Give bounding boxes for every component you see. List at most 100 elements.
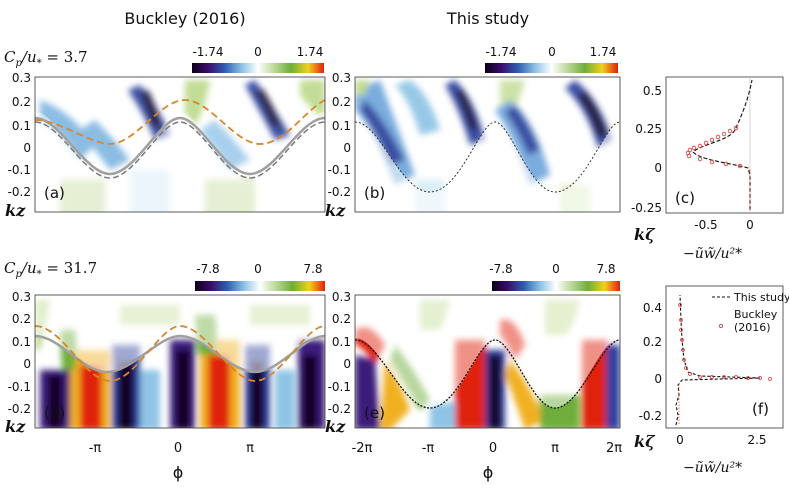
svg-text:-1.74: -1.74 <box>192 45 223 59</box>
svg-text:0: 0 <box>548 45 556 59</box>
svg-text:0: 0 <box>254 45 262 59</box>
panel-label-c: (c) <box>675 189 695 207</box>
svg-text:0: 0 <box>343 141 351 155</box>
y-label-b: kz <box>325 201 346 220</box>
svg-text:0: 0 <box>552 262 560 276</box>
profile-panel-c: (c) <box>665 76 784 214</box>
y-axis-d: 0.3 0.2 0.1 0 -0.1 -0.2 <box>8 290 31 416</box>
x-axis-f: 0 2.5 <box>676 433 766 447</box>
heatmap-panel-b <box>355 77 620 212</box>
colorbar-b: -1.74 0 1.74 <box>485 45 618 73</box>
svg-text:-1.74: -1.74 <box>485 45 516 59</box>
param-value-row1: 3.7 <box>64 48 88 66</box>
x-axis-c: -0.5 0 <box>694 218 754 232</box>
colorbar-d: -7.8 0 7.8 <box>195 262 325 291</box>
header-buckley: Buckley (2016) <box>124 9 245 28</box>
svg-text:0: 0 <box>654 161 662 175</box>
svg-text:0.5: 0.5 <box>643 84 662 98</box>
svg-text:0.3: 0.3 <box>12 71 31 85</box>
legend-buckley: Buckley <box>734 308 778 321</box>
svg-text:-7.8: -7.8 <box>196 262 219 276</box>
svg-text:0: 0 <box>343 357 351 371</box>
panel-label-a: (a) <box>44 184 65 202</box>
svg-text:0: 0 <box>174 441 182 456</box>
svg-text:π: π <box>551 441 559 456</box>
y-axis-a: 0.3 0.2 0.1 0 -0.1 -0.2 <box>8 71 31 199</box>
y-axis-e: 0.3 0.2 0.1 0 -0.1 -0.2 <box>328 290 351 416</box>
series-this-study-f <box>675 294 761 426</box>
svg-text:0.3: 0.3 <box>332 290 351 304</box>
series-this-study-c <box>692 79 753 210</box>
svg-text:-0.2: -0.2 <box>8 402 31 416</box>
legend-f: This study Buckley (2016) <box>712 291 789 334</box>
svg-text:-0.1: -0.1 <box>328 380 351 394</box>
x-label-f: −ũw̃/u²* <box>683 460 742 476</box>
svg-text:-2π: -2π <box>352 441 373 456</box>
heatmap-panel-d <box>35 295 325 428</box>
svg-text:7.8: 7.8 <box>303 262 322 276</box>
svg-text:-0.2: -0.2 <box>328 402 351 416</box>
svg-text:0.2: 0.2 <box>332 95 351 109</box>
y-label-e: kz <box>325 417 346 436</box>
svg-text:-π: -π <box>89 441 102 456</box>
svg-text:0: 0 <box>23 141 31 155</box>
svg-text:Cp/u* = 31.7: Cp/u* = 31.7 <box>4 259 97 280</box>
svg-text:-0.5: -0.5 <box>694 218 717 232</box>
svg-text:0.3: 0.3 <box>332 71 351 85</box>
panel-label-d: (d) <box>44 404 65 422</box>
legend-this-study: This study <box>733 291 789 304</box>
param-label-row1: Cp/u* = 3.7 <box>4 48 88 69</box>
svg-text:0: 0 <box>746 218 754 232</box>
y-axis-c: 0.5 0.25 0 -0.25 <box>631 84 662 215</box>
y-axis-b: 0.3 0.2 0.1 0 -0.1 -0.2 <box>328 71 351 199</box>
heatmap-panel-a <box>35 77 325 212</box>
svg-text:0: 0 <box>676 433 684 447</box>
svg-text:1.74: 1.74 <box>590 45 617 59</box>
y-label-a: kz <box>5 201 26 220</box>
svg-text:0.2: 0.2 <box>12 312 31 326</box>
legend-buckley-year: (2016) <box>734 321 771 334</box>
svg-text:-0.2: -0.2 <box>8 185 31 199</box>
svg-text:0.1: 0.1 <box>332 119 351 133</box>
svg-text:1.74: 1.74 <box>297 45 324 59</box>
panel-label-e: (e) <box>364 404 385 422</box>
x-axis-e: -2π -π 0 π 2π <box>352 441 623 456</box>
svg-text:7.8: 7.8 <box>596 262 615 276</box>
x-axis-d: -π 0 π <box>89 441 254 456</box>
svg-text:0.4: 0.4 <box>643 301 662 315</box>
svg-text:Cp/u* = 3.7: Cp/u* = 3.7 <box>4 48 88 69</box>
svg-text:0.25: 0.25 <box>635 122 662 136</box>
svg-text:-0.1: -0.1 <box>8 163 31 177</box>
svg-text:0: 0 <box>254 262 262 276</box>
svg-text:0.3: 0.3 <box>12 290 31 304</box>
svg-text:0: 0 <box>23 357 31 371</box>
svg-text:-0.1: -0.1 <box>328 163 351 177</box>
param-value-row2: 31.7 <box>64 259 97 277</box>
colorbar-e: -7.8 0 7.8 <box>489 262 620 291</box>
heatmap-panel-e <box>355 295 620 428</box>
param-label-row2: Cp/u* = 31.7 <box>4 259 97 280</box>
svg-text:0.2: 0.2 <box>12 95 31 109</box>
y-label-c: kζ <box>634 225 656 244</box>
x-label-e: ϕ <box>483 463 494 482</box>
svg-text:0.1: 0.1 <box>12 335 31 349</box>
svg-text:-0.25: -0.25 <box>631 201 662 215</box>
svg-text:π: π <box>246 441 254 456</box>
x-label-c: −ũw̃/u²* <box>683 246 742 262</box>
panel-label-b: (b) <box>364 184 385 202</box>
series-buckley-c <box>685 125 751 210</box>
y-label-d: kz <box>5 417 26 436</box>
svg-text:2.5: 2.5 <box>747 433 766 447</box>
x-label-d: ϕ <box>173 463 184 482</box>
panel-label-f: (f) <box>752 400 769 418</box>
svg-text:0.1: 0.1 <box>332 335 351 349</box>
svg-text:-0.1: -0.1 <box>8 380 31 394</box>
svg-text:-7.8: -7.8 <box>489 262 512 276</box>
svg-text:-π: -π <box>422 441 435 456</box>
svg-text:-0.2: -0.2 <box>328 185 351 199</box>
svg-text:0.2: 0.2 <box>643 335 662 349</box>
profile-panel-f: This study Buckley (2016) (f) <box>665 285 789 429</box>
y-label-f: kζ <box>634 432 656 451</box>
y-axis-f: 0.4 0.2 0 -0.2 <box>639 301 662 423</box>
